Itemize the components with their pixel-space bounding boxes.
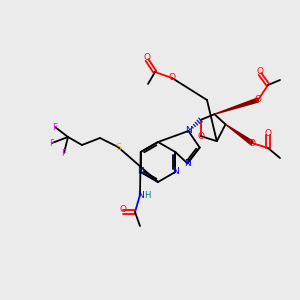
Text: O: O: [265, 128, 272, 137]
Polygon shape: [214, 98, 259, 114]
Text: F: F: [52, 122, 57, 131]
Text: O: O: [169, 74, 176, 82]
Text: S: S: [115, 142, 121, 152]
Text: N: N: [172, 167, 179, 176]
Polygon shape: [226, 124, 253, 145]
Text: O: O: [143, 53, 151, 62]
Text: O: O: [256, 68, 263, 76]
Text: H: H: [144, 190, 150, 200]
Text: O: O: [197, 131, 204, 140]
Text: N: N: [137, 167, 144, 176]
Text: F: F: [61, 148, 66, 158]
Text: O: O: [119, 206, 127, 214]
Text: O: O: [254, 95, 262, 104]
Text: N: N: [185, 127, 192, 136]
Text: F: F: [50, 139, 54, 148]
Text: N: N: [184, 159, 191, 168]
Text: N: N: [136, 190, 143, 200]
Text: O: O: [248, 139, 256, 148]
